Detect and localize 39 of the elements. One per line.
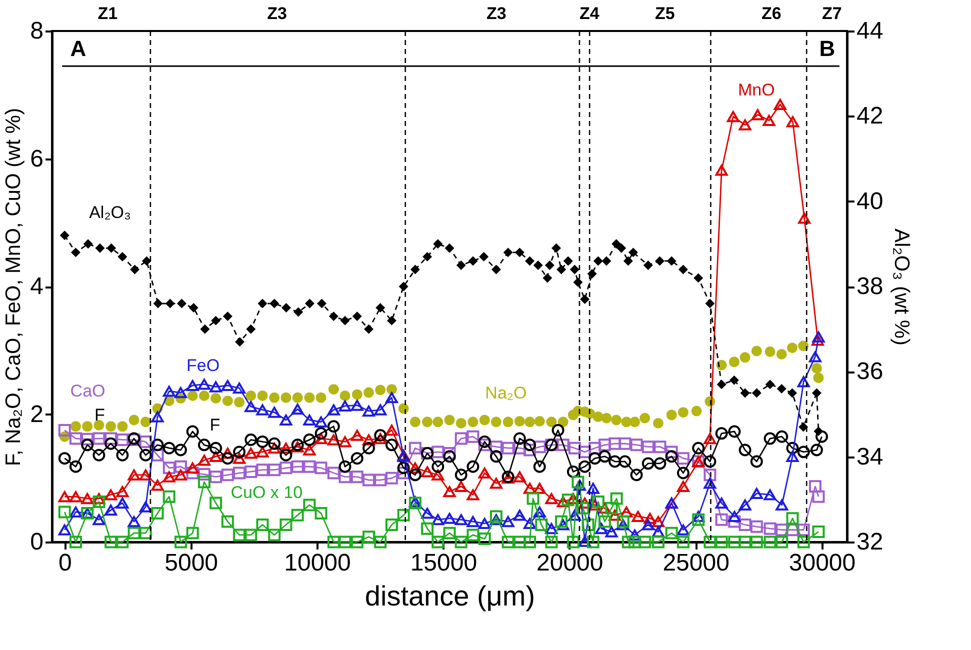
x-tick-label: 10000 — [284, 550, 351, 576]
y-tick-label: 6 — [30, 145, 44, 172]
text: Z5 — [655, 4, 675, 23]
series-label: FeO — [186, 356, 220, 376]
y-tick-label: 4 — [30, 273, 44, 300]
series-label: CaO — [70, 381, 106, 400]
x-tick-label: 30000 — [788, 550, 856, 576]
y2-tick-label: 32 — [856, 528, 884, 556]
text: Z6 — [762, 4, 782, 23]
text: Z7 — [822, 4, 842, 23]
y-axis-title: F, Na₂O, CaO, FeO, MnO, CuO (wt %) — [2, 108, 26, 466]
annotation: A — [70, 36, 86, 61]
y2-tick-label: 40 — [856, 188, 884, 215]
series-label: Al₂O₃ — [89, 202, 131, 222]
x-tick-label: 15000 — [410, 550, 478, 576]
text: F — [94, 405, 105, 424]
y2-axis-title: Al₂O₃ (wt %) — [890, 228, 914, 346]
series-label: Na₂O — [485, 383, 527, 402]
series-label: MnO — [738, 80, 775, 100]
x-tick-label: 5000 — [164, 550, 218, 576]
x-axis-title: distance (μm) — [364, 580, 536, 612]
x-tick-label: 25000 — [662, 550, 730, 576]
y2-tick-label: 38 — [856, 273, 884, 300]
y2-tick-label: 36 — [856, 358, 884, 386]
y2-tick-label: 34 — [856, 443, 884, 470]
text: Z4 — [580, 4, 600, 23]
y2-tick-label: 44 — [856, 18, 884, 44]
series-label: F — [210, 415, 220, 434]
annotation: B — [819, 36, 836, 61]
text: Z1 — [98, 4, 118, 23]
y-tick-label: 2 — [30, 400, 44, 428]
x-tick-label: 20000 — [536, 550, 604, 576]
text: Z3 — [267, 4, 287, 23]
y-tick-label: 0 — [30, 528, 44, 556]
y-tick-label: 8 — [30, 18, 44, 44]
x-tick-label: 0 — [58, 550, 72, 576]
y2-tick-label: 42 — [856, 102, 884, 130]
series-label: CuO x 10 — [230, 482, 303, 502]
text: Z3 — [486, 4, 506, 23]
